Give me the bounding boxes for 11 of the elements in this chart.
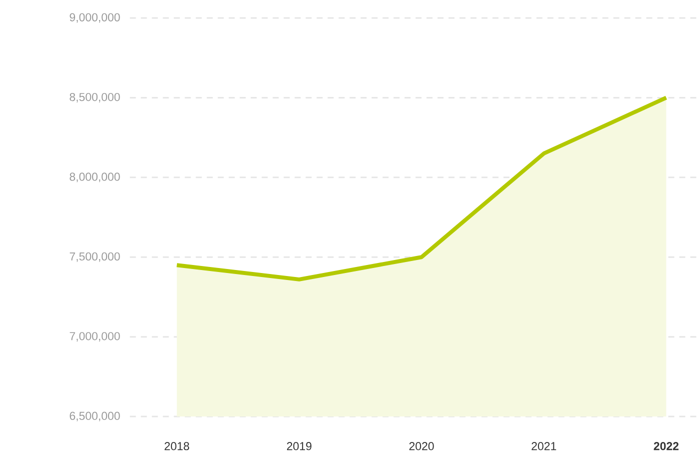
y-tick-label: 8,500,000 xyxy=(70,92,120,102)
y-tick-label: 8,000,000 xyxy=(70,172,120,182)
x-tick-label: 2021 xyxy=(532,442,556,450)
x-tick-label: 2018 xyxy=(164,442,190,450)
y-tick-label: 9,000,000 xyxy=(70,12,120,22)
x-tick-label: 2019 xyxy=(286,442,312,450)
y-tick-label: 7,000,000 xyxy=(70,332,120,342)
y-tick-label: 7,500,000 xyxy=(70,252,120,262)
y-tick-label: 6,500,000 xyxy=(70,412,120,422)
x-tick-label: 2022 xyxy=(654,442,679,450)
x-tick-label: 2020 xyxy=(409,442,434,450)
